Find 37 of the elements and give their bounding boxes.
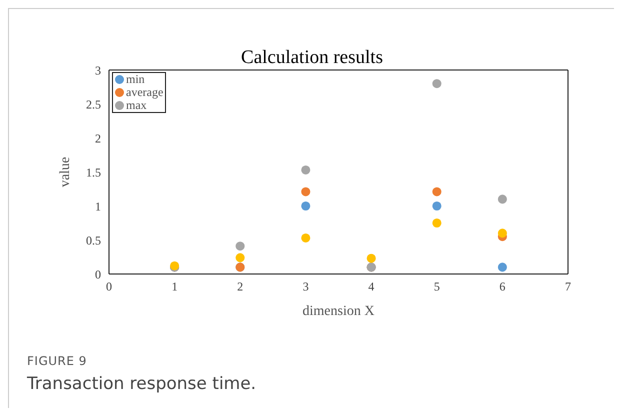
x-tick-label: 1 bbox=[172, 280, 178, 294]
point bbox=[432, 201, 442, 211]
y-tick-label: 0 bbox=[95, 267, 101, 282]
x-tick-label: 4 bbox=[368, 280, 374, 294]
x-axis-title: dimension X bbox=[302, 304, 374, 319]
chart-title: Calculation results bbox=[241, 47, 383, 68]
point bbox=[432, 218, 442, 228]
x-tick-label: 0 bbox=[106, 280, 112, 294]
y-tick-label: 1.5 bbox=[86, 165, 101, 180]
point bbox=[236, 242, 245, 251]
legend-label: min bbox=[126, 72, 145, 86]
point bbox=[301, 201, 310, 211]
y-tick-label: 2 bbox=[95, 131, 101, 146]
legend-label: average bbox=[126, 85, 164, 99]
y-tick-label: 2.5 bbox=[86, 97, 101, 112]
y-axis-title: value bbox=[58, 156, 73, 188]
x-tick-label: 7 bbox=[565, 280, 571, 294]
point bbox=[301, 233, 310, 242]
point bbox=[432, 79, 442, 88]
point bbox=[366, 254, 376, 263]
y-tick-label: 1 bbox=[95, 199, 101, 214]
point bbox=[301, 165, 310, 174]
y-tick-label: 3 bbox=[95, 63, 101, 78]
x-tick-label: 3 bbox=[302, 280, 309, 294]
x-tick-label: 5 bbox=[434, 280, 440, 294]
x-tick-label: 2 bbox=[237, 280, 244, 294]
x-tick-label: 6 bbox=[499, 280, 506, 294]
point bbox=[236, 253, 245, 262]
text: Transaction response time. bbox=[27, 374, 256, 394]
caption: FIGURE 9 bbox=[27, 354, 88, 368]
point bbox=[432, 187, 442, 196]
point bbox=[498, 228, 507, 238]
y-tick-label: 0.5 bbox=[86, 233, 101, 248]
point bbox=[498, 262, 507, 272]
legend-label: max bbox=[126, 98, 147, 112]
point bbox=[498, 194, 507, 204]
point bbox=[301, 187, 310, 196]
